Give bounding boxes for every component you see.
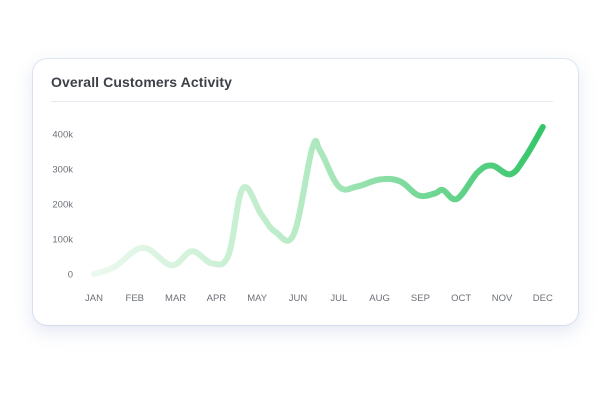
x-tick-label: JAN	[85, 293, 103, 304]
y-tick-label: 100k	[52, 235, 73, 246]
y-axis-labels: 0 100k 200k 300k 400k	[52, 130, 73, 281]
y-tick-label: 300k	[52, 165, 73, 176]
x-tick-label: OCT	[451, 293, 471, 304]
series-line	[91, 124, 546, 277]
line-chart: 0 100k 200k 300k 400k JAN FEB MAR APR MAY JUN JUL A…	[52, 124, 553, 304]
y-tick-label: 0	[68, 270, 73, 281]
x-tick-label: MAR	[165, 293, 186, 304]
x-axis-labels: JAN FEB MAR APR MAY JUN JUL AUG SEP OCT NOV DEC	[85, 293, 553, 304]
title-divider	[51, 101, 553, 102]
x-tick-label: MAY	[247, 293, 268, 304]
activity-card: Overall Customers Activity 0 100k 200k 300k…	[33, 59, 578, 325]
x-tick-label: SEP	[411, 293, 430, 304]
x-tick-label: APR	[207, 293, 227, 304]
x-tick-label: JUL	[330, 293, 347, 304]
y-tick-label: 200k	[52, 200, 73, 211]
x-tick-label: AUG	[369, 293, 390, 304]
x-tick-label: NOV	[492, 293, 513, 304]
x-tick-label: JUN	[289, 293, 308, 304]
x-tick-label: DEC	[533, 293, 553, 304]
y-tick-label: 400k	[52, 130, 73, 141]
x-tick-label: FEB	[126, 293, 144, 304]
card-title: Overall Customers Activity	[51, 74, 233, 90]
